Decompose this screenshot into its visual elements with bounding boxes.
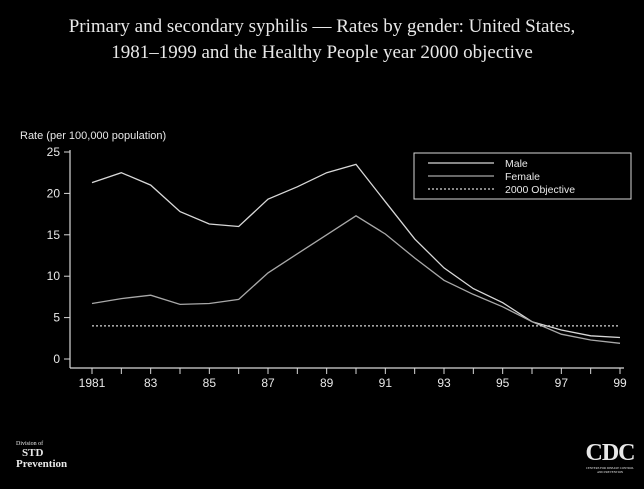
x-tick-label: 95 xyxy=(496,376,510,390)
x-tick-label: 85 xyxy=(203,376,217,390)
chart-title: Primary and secondary syphilis — Rates b… xyxy=(0,14,644,66)
prevention-text: Prevention xyxy=(16,458,68,470)
y-tick-label: 15 xyxy=(47,228,61,242)
legend-box xyxy=(413,152,632,200)
division-of-text: Division of xyxy=(16,441,44,447)
y-tick-label: 0 xyxy=(53,352,60,366)
x-tick-label: 91 xyxy=(379,376,393,390)
x-tick-label: 87 xyxy=(261,376,275,390)
chart-title-line-1: Primary and secondary syphilis — Rates b… xyxy=(68,16,576,37)
cdc-logo-text: CDC xyxy=(585,440,636,466)
std-prevention-logo: Division of STD Prevention xyxy=(16,441,67,470)
x-tick-label: 83 xyxy=(144,376,158,390)
y-axis-label: Rate (per 100,000 population) xyxy=(20,130,166,142)
chart-title-line-2: 1981–1999 and the Healthy People year 20… xyxy=(111,42,533,63)
legend-label-2000-objective: 2000 Objective xyxy=(505,184,575,196)
cdc-logo: CDC CENTERS FOR DISEASE CONTROL AND PREV… xyxy=(585,440,636,474)
legend-label-female: Female xyxy=(505,171,540,183)
x-tick-label: 99 xyxy=(613,376,627,390)
x-tick-label: 93 xyxy=(437,376,451,390)
series-line-female xyxy=(91,215,621,344)
x-tick-label: 97 xyxy=(555,376,569,390)
cdc-logo-tagline: CENTERS FOR DISEASE CONTROL AND PREVENTI… xyxy=(586,466,634,474)
y-tick-label: 10 xyxy=(47,269,61,283)
y-tick-label: 5 xyxy=(53,311,60,325)
legend-label-male: Male xyxy=(505,158,528,170)
series-group xyxy=(91,163,621,344)
std-text: STD xyxy=(22,447,44,459)
y-tick-label: 25 xyxy=(47,145,61,159)
axes: 0 5 10 15 20 25 1981 83 85 87 89 91 93 95 97 99 xyxy=(47,145,627,390)
y-tick-label: 20 xyxy=(47,186,61,200)
x-tick-label: 89 xyxy=(320,376,334,390)
x-tick-label: 1981 xyxy=(79,376,106,390)
